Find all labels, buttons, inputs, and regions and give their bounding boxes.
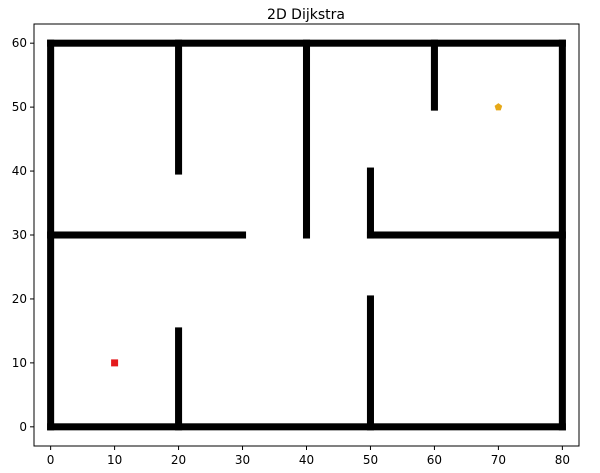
x-tick-label: 20 — [171, 453, 186, 467]
y-tick-label: 20 — [12, 292, 27, 306]
points-layer — [111, 103, 503, 367]
wall-segment — [47, 231, 247, 239]
y-tick-label: 40 — [12, 164, 27, 178]
goal-point — [494, 103, 503, 111]
wall-segment — [47, 423, 566, 431]
y-tick-label: 0 — [19, 420, 27, 434]
x-axis-ticks: 0 10 20 30 40 50 60 70 80 — [47, 446, 570, 467]
wall-segment — [366, 167, 374, 239]
wall-segment — [175, 39, 183, 175]
y-tick-label: 30 — [12, 228, 27, 242]
x-tick-label: 30 — [235, 453, 250, 467]
x-tick-label: 50 — [363, 453, 378, 467]
x-tick-label: 40 — [299, 453, 314, 467]
walls-layer — [47, 39, 566, 431]
wall-segment — [366, 295, 374, 431]
x-tick-label: 0 — [47, 453, 55, 467]
x-tick-label: 70 — [491, 453, 506, 467]
x-tick-label: 10 — [107, 453, 122, 467]
y-tick-label: 50 — [12, 100, 27, 114]
start-point — [111, 359, 119, 367]
x-tick-label: 80 — [555, 453, 570, 467]
wall-segment — [366, 231, 566, 239]
wall-segment — [175, 327, 183, 431]
y-tick-label: 60 — [12, 36, 27, 50]
chart-title: 2D Dijkstra — [267, 7, 345, 23]
y-axis-ticks: 0 10 20 30 40 50 60 — [12, 36, 34, 434]
wall-segment — [430, 39, 438, 111]
y-tick-label: 10 — [12, 356, 27, 370]
x-tick-label: 60 — [427, 453, 442, 467]
wall-segment — [302, 39, 311, 239]
